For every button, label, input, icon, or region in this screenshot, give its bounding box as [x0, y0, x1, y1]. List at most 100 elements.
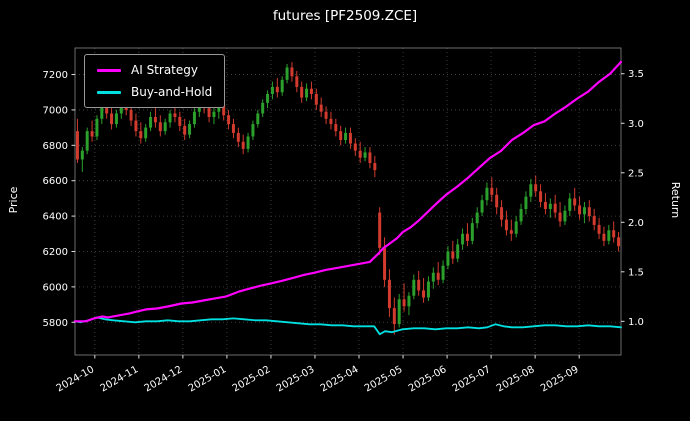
return-tick-label: 1.5 — [628, 267, 644, 278]
candle-body — [207, 108, 211, 118]
candle-body — [426, 281, 430, 298]
candle-body — [582, 207, 586, 215]
candle-body — [461, 233, 465, 245]
candle-body — [119, 102, 123, 114]
candle-body — [495, 194, 499, 208]
candle-body — [368, 152, 372, 164]
date-tick-label: 2024-12 — [143, 364, 185, 394]
candle-body — [295, 76, 299, 87]
candle-body — [490, 187, 494, 195]
candle-body — [348, 132, 352, 144]
candle-body — [475, 212, 479, 224]
chart-title: futures [PF2509.ZCE] — [272, 8, 418, 24]
candle-body — [217, 104, 221, 112]
legend-label-ai-strategy: AI Strategy — [131, 63, 198, 77]
candle-body — [324, 111, 328, 119]
candle-body — [114, 113, 118, 125]
price-tick-label: 6400 — [43, 212, 68, 223]
candle-body — [231, 124, 235, 133]
candle-body — [275, 86, 279, 93]
candle-body — [227, 115, 231, 125]
buy-and-hold-line — [74, 316, 622, 336]
candle-body — [329, 118, 333, 125]
candle-body — [509, 230, 513, 234]
candle-body — [212, 111, 216, 118]
candle-body — [173, 113, 177, 118]
date-tick-label: 2025-04 — [319, 364, 361, 394]
price-tick-label: 6600 — [43, 176, 68, 187]
legend-label-buy-and-hold: Buy-and-Hold — [131, 85, 213, 99]
candle-body — [378, 212, 382, 248]
candle-body — [280, 79, 284, 93]
candle-body — [529, 184, 533, 197]
candle-body — [241, 141, 245, 149]
candle-body — [587, 207, 591, 217]
price-tick-label: 7200 — [43, 70, 68, 81]
candle-body — [251, 124, 255, 137]
date-tick-label: 2025-03 — [275, 364, 317, 394]
candle-body — [485, 187, 489, 201]
candle-body — [149, 117, 153, 128]
candle-body — [422, 290, 426, 298]
candle-body — [539, 191, 543, 202]
candle-body — [344, 132, 348, 141]
candle-body — [578, 205, 582, 215]
candle-body — [158, 122, 162, 132]
return-tick-label: 3.0 — [628, 119, 644, 130]
candle-body — [543, 201, 547, 210]
candle-body — [387, 279, 391, 309]
candle-body — [183, 125, 187, 135]
candle-body — [524, 196, 528, 210]
candle-body — [607, 230, 611, 241]
candle-body — [168, 113, 172, 123]
candle-body — [85, 131, 89, 151]
candle-body — [417, 279, 421, 291]
date-tick-label: 2024-10 — [55, 364, 97, 394]
candle-body — [80, 150, 84, 160]
candle-body — [285, 67, 289, 80]
candle-body — [480, 200, 484, 213]
price-tick-label: 5800 — [43, 318, 68, 329]
candle-body — [402, 299, 406, 307]
candle-body — [290, 67, 294, 77]
return-tick-label: 1.0 — [628, 317, 644, 328]
legend: AI Strategy Buy-and-Hold — [84, 54, 226, 108]
plot-frame — [74, 47, 622, 356]
date-tick-label: 2024-11 — [99, 364, 141, 394]
candle-body — [314, 94, 318, 105]
candle-body — [373, 163, 377, 171]
legend-item-ai-strategy: AI Strategy — [97, 63, 212, 77]
candle-body — [319, 104, 323, 112]
candle-body — [305, 88, 309, 98]
candle-body — [129, 109, 133, 121]
candle-body — [465, 233, 469, 241]
candle-body — [256, 113, 260, 125]
candle-body — [563, 210, 567, 222]
candle-body — [134, 120, 138, 132]
candle-body — [363, 152, 367, 158]
price-tick-label: 6000 — [43, 282, 68, 293]
date-tick-label: 2025-01 — [187, 364, 229, 394]
candle-body — [431, 272, 435, 282]
candle-body — [309, 88, 313, 95]
candle-body — [90, 131, 94, 137]
candle-body — [163, 122, 167, 132]
candle-body — [451, 251, 455, 259]
return-tick-label: 2.5 — [628, 168, 644, 179]
candle-body — [553, 203, 557, 213]
candle-body — [597, 224, 601, 234]
candle-body — [139, 131, 143, 139]
candle-body — [500, 207, 504, 220]
candle-body — [504, 219, 508, 231]
candle-body — [436, 272, 440, 280]
candle-body — [75, 131, 79, 160]
date-tick-label: 2025-09 — [539, 364, 581, 394]
candle-body — [261, 102, 265, 114]
date-tick-label: 2025-08 — [495, 364, 537, 394]
legend-item-buy-and-hold: Buy-and-Hold — [97, 85, 212, 99]
price-tick-label: 6200 — [43, 247, 68, 258]
candle-body — [144, 127, 148, 139]
price-tick-label: 6800 — [43, 141, 68, 152]
candle-body — [470, 223, 474, 241]
